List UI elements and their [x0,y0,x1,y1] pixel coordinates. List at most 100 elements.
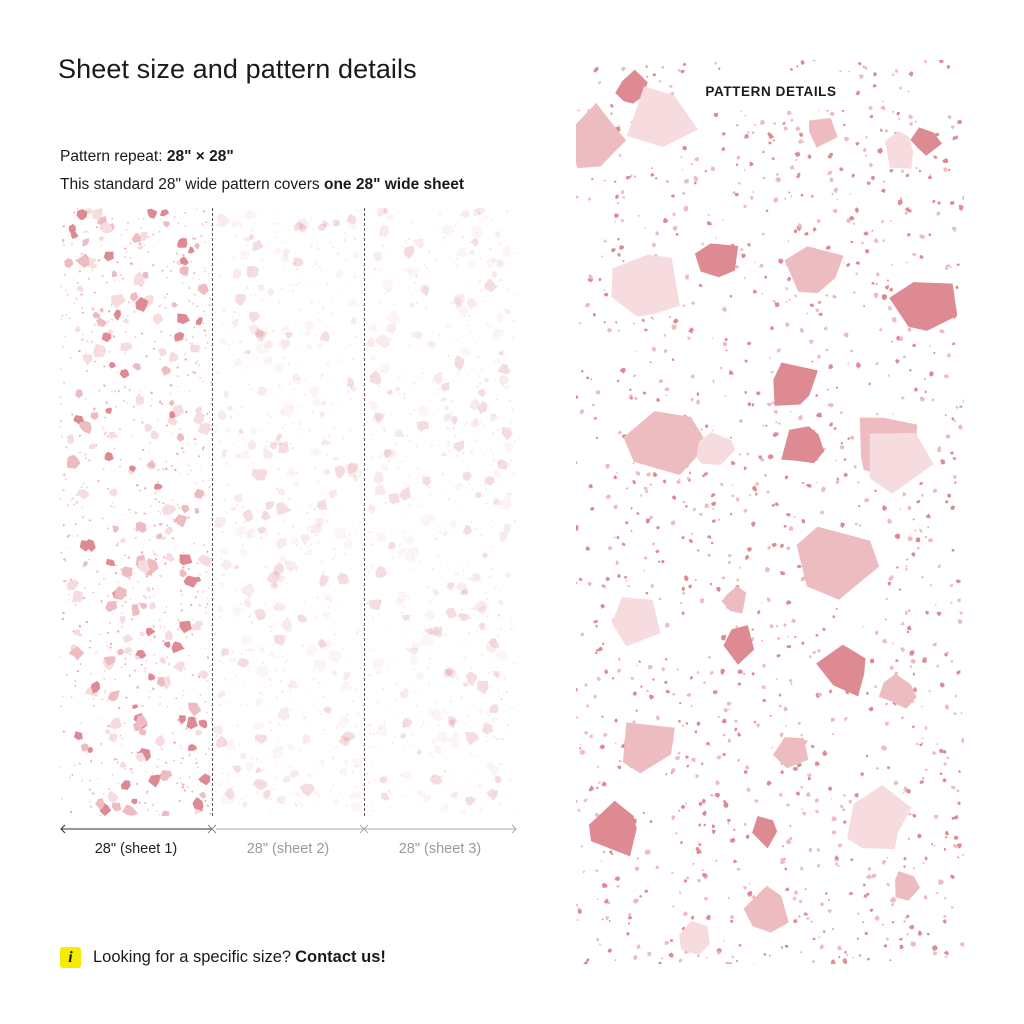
terrazzo-chip [485,740,488,743]
terrazzo-chip [127,557,129,560]
terrazzo-chip [194,596,197,599]
terrazzo-chip [212,597,215,600]
terrazzo-chip [836,198,839,201]
terrazzo-chip [692,863,695,865]
terrazzo-chip [375,723,388,737]
contact-link[interactable]: Contact us! [295,948,386,966]
terrazzo-chip [337,359,340,362]
terrazzo-chip [665,773,668,776]
terrazzo-chip [428,485,431,488]
terrazzo-chip [914,120,917,124]
terrazzo-chip [921,737,924,740]
terrazzo-chip [364,567,368,570]
terrazzo-chip [322,442,324,444]
terrazzo-chip [247,438,257,451]
terrazzo-chip [736,867,741,871]
terrazzo-chip [197,422,212,435]
terrazzo-chip [680,156,683,159]
terrazzo-chip [789,678,793,683]
terrazzo-chip [360,603,363,606]
terrazzo-chip [642,811,645,814]
terrazzo-chip [354,221,356,224]
terrazzo-chip [339,792,342,795]
terrazzo-chip [490,685,493,687]
terrazzo-chip [282,356,285,360]
terrazzo-chip [584,683,588,687]
terrazzo-chip [297,382,299,385]
terrazzo-chip [293,481,300,488]
terrazzo-chip [83,231,85,234]
terrazzo-chip [465,552,467,555]
terrazzo-chip [124,657,127,660]
terrazzo-chip [299,322,303,325]
terrazzo-chip [177,386,179,388]
terrazzo-chip [330,789,332,792]
terrazzo-chip [97,480,100,483]
terrazzo-chip [371,809,374,812]
terrazzo-chip [193,272,196,274]
terrazzo-chip [192,342,194,344]
terrazzo-chip [955,135,958,140]
terrazzo-chip [87,231,89,233]
terrazzo-chip [144,486,147,490]
terrazzo-chip [933,155,938,160]
terrazzo-chip [289,770,300,778]
terrazzo-chip [629,388,632,391]
terrazzo-chip [914,529,917,532]
terrazzo-chip [60,705,62,708]
terrazzo-chip [261,259,265,263]
terrazzo-chip [443,749,446,752]
terrazzo-chip [217,783,221,787]
terrazzo-chip [277,740,280,742]
terrazzo-chip [464,279,466,282]
terrazzo-chip [488,713,491,716]
terrazzo-chip [416,405,430,418]
terrazzo-chip [497,634,500,637]
terrazzo-chip [908,71,914,77]
terrazzo-chip [440,372,443,375]
terrazzo-chip [223,573,226,576]
terrazzo-chip [496,666,499,669]
terrazzo-chip [697,878,702,883]
terrazzo-chip [242,509,254,522]
terrazzo-chip [158,305,160,308]
terrazzo-chip [251,230,254,233]
terrazzo-chip [483,476,495,486]
terrazzo-chip [75,389,83,399]
terrazzo-chip [151,587,154,590]
terrazzo-chip [312,228,315,231]
terrazzo-chip [216,371,220,374]
terrazzo-chip [365,289,368,292]
terrazzo-chip [99,307,104,313]
terrazzo-chip [462,471,472,482]
terrazzo-chip [93,407,96,410]
terrazzo-chip [493,670,500,679]
terrazzo-chip [620,367,626,374]
terrazzo-chip [415,494,418,498]
terrazzo-chip [331,403,334,406]
terrazzo-chip [743,169,746,172]
terrazzo-chip [664,658,668,661]
terrazzo-chip [402,376,404,379]
terrazzo-chip [840,522,845,529]
terrazzo-chip [332,456,338,461]
terrazzo-chip [85,369,88,372]
terrazzo-chip [856,362,862,368]
terrazzo-chip [297,471,299,474]
terrazzo-chip [161,467,165,471]
terrazzo-chip [465,786,467,790]
terrazzo-chip [577,109,580,112]
terrazzo-chip [906,933,909,936]
terrazzo-chip [691,533,693,535]
terrazzo-chip [89,801,91,803]
terrazzo-chip [273,602,287,611]
terrazzo-chip [282,248,291,257]
terrazzo-chip [402,482,406,485]
terrazzo-chip [298,308,301,311]
terrazzo-chip [869,658,875,664]
terrazzo-chip [107,690,120,702]
terrazzo-chip [232,268,241,280]
terrazzo-chip [734,264,740,269]
terrazzo-chip [618,153,622,158]
terrazzo-chip [283,519,286,522]
